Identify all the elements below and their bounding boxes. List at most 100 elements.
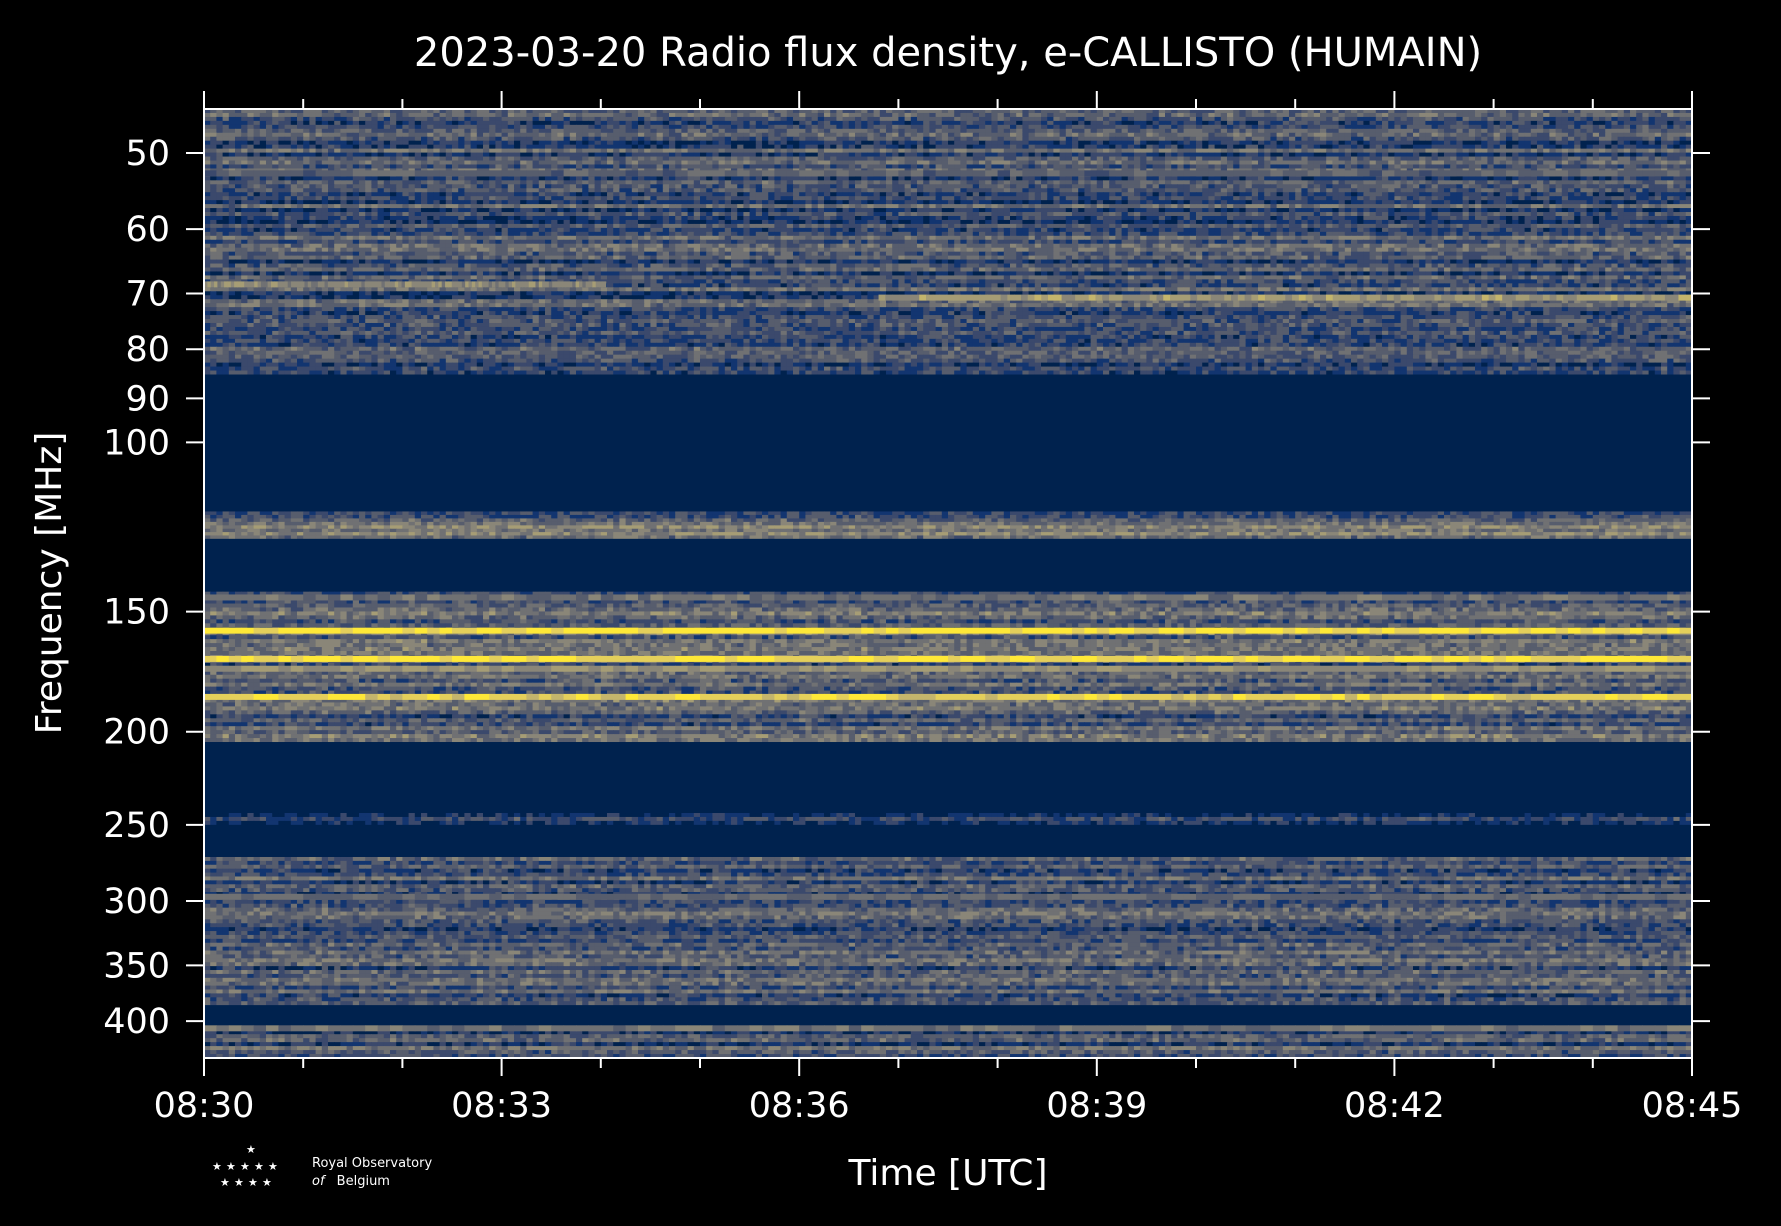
- band-0-cell: [284, 124, 292, 130]
- band-0-cell: [879, 116, 887, 122]
- band-0-cell: [1406, 128, 1414, 134]
- band-0-cell: [470, 148, 478, 154]
- band-0-cell: [817, 164, 825, 170]
- band-0-cell: [1673, 128, 1681, 134]
- band-0-cell: [1208, 188, 1216, 193]
- band-0-cell: [421, 112, 428, 118]
- band-0-cell: [743, 112, 751, 118]
- band-0-cell: [557, 136, 565, 142]
- band-0-cell: [1258, 120, 1265, 126]
- band-0-cell: [749, 176, 757, 181]
- band-0-cell: [1592, 152, 1600, 158]
- band-0-cell: [241, 156, 248, 162]
- band-0-cell: [780, 160, 788, 166]
- band-0-cell: [526, 160, 534, 166]
- band-0-cell: [737, 132, 744, 138]
- band-0-cell: [1121, 160, 1129, 166]
- band-0-cell: [867, 184, 875, 189]
- band-0-cell: [557, 144, 565, 150]
- band-0-cell: [352, 176, 360, 181]
- band-0-cell: [948, 128, 955, 134]
- band-0-cell: [879, 148, 887, 154]
- band-0-cell: [786, 128, 794, 134]
- band-0-cell: [724, 188, 732, 193]
- band-0-cell: [359, 109, 366, 114]
- band-0-cell: [687, 116, 695, 122]
- band-0-cell: [700, 176, 707, 181]
- band-0-cell: [377, 124, 385, 130]
- band-0-cell: [607, 144, 614, 150]
- band-0-cell: [1084, 116, 1092, 122]
- band-0-cell: [563, 188, 571, 193]
- band-0-cell: [1568, 124, 1575, 130]
- band-0-cell: [712, 124, 720, 130]
- band-0-cell: [929, 140, 937, 146]
- band-0-cell: [631, 144, 639, 150]
- band-0-cell: [1636, 144, 1643, 150]
- band-0-cell: [1270, 136, 1278, 142]
- band-0-cell: [514, 132, 521, 138]
- band-0-cell: [1264, 180, 1271, 185]
- band-0-cell: [1344, 148, 1352, 154]
- band-0-cell: [594, 176, 602, 181]
- band-0-cell: [371, 109, 379, 114]
- band-0-cell: [1493, 120, 1501, 126]
- band-0-cell: [1406, 184, 1414, 189]
- band-0-cell: [476, 128, 484, 134]
- band-0-cell: [352, 132, 360, 138]
- band-0-cell: [501, 164, 509, 170]
- band-0-cell: [805, 120, 813, 126]
- band-0-cell: [1574, 176, 1581, 181]
- band-0-cell: [669, 188, 676, 193]
- band-0-cell: [1295, 136, 1302, 142]
- band-0-cell: [1295, 144, 1302, 150]
- band-0-cell: [272, 132, 279, 138]
- band-0-cell: [638, 148, 645, 154]
- band-0-cell: [303, 156, 310, 162]
- band-0-cell: [886, 160, 893, 166]
- band-0-cell: [1462, 184, 1470, 189]
- band-0-cell: [768, 176, 775, 181]
- band-0-cell: [309, 156, 317, 162]
- band-0-cell: [1177, 132, 1185, 138]
- band-0-cell: [582, 124, 589, 130]
- band-0-cell: [1605, 112, 1612, 118]
- band-0-cell: [520, 156, 527, 162]
- band-0-cell: [799, 128, 806, 134]
- band-0-cell: [501, 124, 509, 130]
- band-0-cell: [669, 176, 676, 181]
- band-0-cell: [1555, 120, 1563, 126]
- band-0-cell: [1481, 160, 1488, 166]
- band-0-cell: [625, 124, 633, 130]
- band-0-cell: [1158, 124, 1166, 130]
- band-0-cell: [340, 144, 348, 150]
- band-0-cell: [1592, 148, 1600, 154]
- band-0-cell: [1369, 132, 1377, 138]
- band-0-cell: [1344, 156, 1352, 162]
- band-0-cell: [1214, 124, 1222, 130]
- band-0-cell: [532, 136, 540, 142]
- band-0-cell: [724, 176, 732, 181]
- band-0-cell: [1152, 144, 1160, 150]
- band-0-cell: [892, 156, 899, 162]
- band-0-cell: [315, 184, 323, 189]
- band-0-cell: [786, 109, 794, 114]
- band-0-cell: [948, 109, 955, 114]
- band-0-cell: [210, 144, 217, 150]
- band-0-cell: [228, 109, 236, 114]
- band-0-cell: [204, 188, 211, 193]
- band-0-cell: [278, 124, 286, 130]
- band-0-cell: [1475, 184, 1482, 189]
- band-0-cell: [1555, 136, 1563, 142]
- band-0-cell: [923, 136, 930, 142]
- band-0-cell: [1555, 112, 1563, 118]
- band-0-cell: [681, 140, 689, 146]
- band-0-cell: [1437, 132, 1445, 138]
- band-0-cell: [1413, 112, 1420, 118]
- band-0-cell: [1530, 144, 1538, 150]
- band-0-cell: [1661, 152, 1668, 158]
- band-0-cell: [1642, 152, 1650, 158]
- band-0-cell: [1245, 184, 1253, 189]
- band-0-cell: [402, 116, 410, 122]
- band-0-cell: [272, 156, 279, 162]
